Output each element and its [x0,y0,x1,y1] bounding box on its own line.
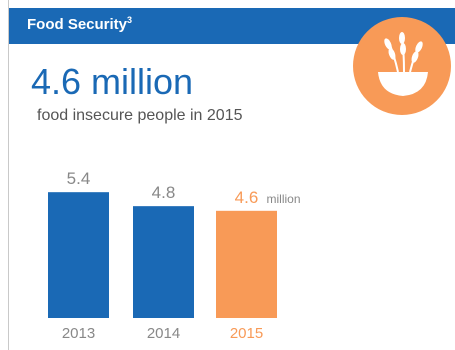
card-frame [8,0,455,350]
bar-2013 [48,192,109,318]
value-label-2013: 5.4 [67,169,91,188]
unit-label: million [267,192,301,206]
bar-2015 [216,210,277,318]
category-label-2015: 2015 [230,325,263,342]
value-label-2015: 4.6 [235,188,259,207]
category-label-2013: 2013 [62,325,95,342]
section-title-text: Food Security [27,16,128,33]
footnote-marker: 3 [127,15,133,25]
category-label-2014: 2014 [147,325,180,342]
headline-value: 4.6 million [31,61,194,102]
section-title: Food Security3 [27,15,133,34]
value-label-2014: 4.8 [152,183,176,202]
bar-2014 [133,206,194,318]
headline-subtitle: food insecure people in 2015 [37,107,243,124]
grain-bowl-icon [353,17,451,115]
